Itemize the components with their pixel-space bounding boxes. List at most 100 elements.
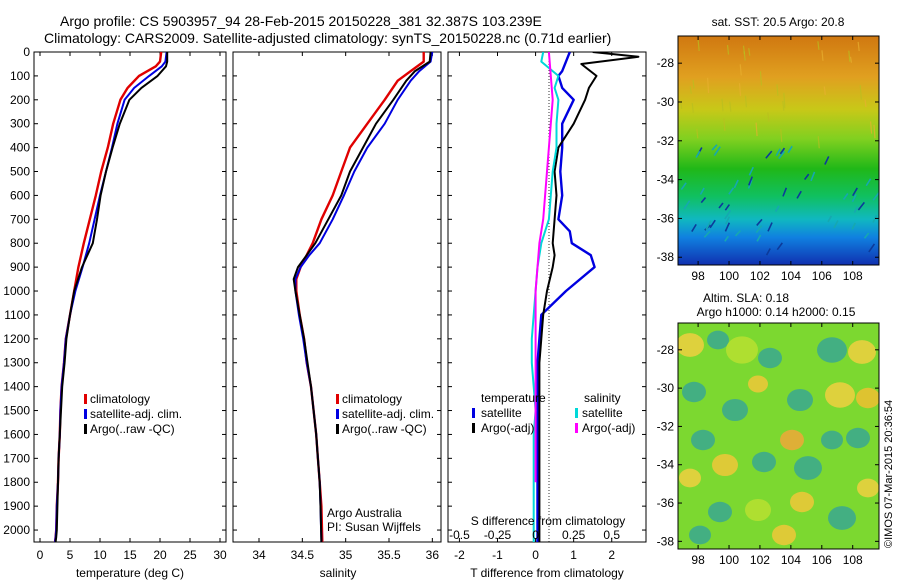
sla-blob [707,330,729,350]
legend-swatch-s-satellite [575,408,578,418]
map-y-tick-label: -38 [657,250,675,264]
legend-swatch-climatology [84,394,87,404]
x-tick-label: 15 [123,548,137,562]
depth-tick-label: 200 [10,93,30,107]
sst-streak [776,84,779,96]
sst-streak [756,218,763,226]
series-line [536,52,596,542]
legend-swatch-satellite [336,409,339,419]
salinity-axes-box [232,51,442,543]
depth-tick-label: 100 [10,69,30,83]
map-x-tick-label: 100 [719,269,739,283]
sst-streak [680,182,687,191]
temperature-ticks: 0 5 10 15 20 25 30 [37,52,227,562]
depth-tick-label: 1100 [4,308,30,322]
legend-swatch-argo [336,424,339,434]
map-y-tick-label: -32 [657,419,675,433]
series-line [292,52,432,542]
sst-streak [724,235,729,242]
sst-axes-box [677,35,880,266]
sst-streak [767,112,770,122]
sst-streak [857,41,860,52]
depth-tick-label: 900 [10,260,30,274]
x-tick-label: 0 [37,548,44,562]
header-line-1: Argo profile: CS 5903957_94 28-Feb-2015 … [60,13,542,29]
legend-swatch-satellite [84,409,87,419]
legend-swatch-argo [84,424,87,434]
difference-xlabel: T difference from climatology [470,566,624,580]
map-y-tick-label: -36 [657,496,675,510]
temperature-panel: 0100200300400500600700800900100011001200… [3,45,227,580]
sst-streak [848,50,851,62]
map-x-tick-label: 98 [691,553,705,567]
depth-tick-label: 700 [10,212,30,226]
sla-map-title: Altim. SLA: 0.18 [703,291,789,305]
salinity-xlabel: salinity [320,566,357,580]
sst-streak [729,101,732,112]
sla-blob [722,398,748,422]
sst-streak [683,200,691,210]
map-x-tick-label: 102 [750,553,770,567]
sst-streak [759,71,763,86]
sst-streak [692,79,695,89]
x-tick-label: 20 [153,548,167,562]
depth-tick-label: 1200 [3,332,30,346]
sst-streak [869,121,873,134]
temperature-legend: climatology satellite-adj. clim. Argo(..… [84,392,182,436]
map-y-tick-label: -30 [657,381,675,395]
sst-streak [796,190,802,199]
sla-blob [787,388,813,412]
sst-streak [689,86,692,94]
sla-axes-box [677,322,880,550]
sst-streak [868,243,876,253]
sla-blob [682,381,706,403]
top-tick-label: 0.5 [603,528,620,542]
sst-streak [833,220,839,229]
x-tick-label: 1 [570,548,577,562]
sst-streak [852,187,858,197]
sst-streak [827,215,833,223]
legend-label-climatology: climatology [342,392,402,406]
sla-blob [758,347,782,369]
depth-tick-label: 500 [10,165,30,179]
sst-streak [734,230,742,237]
sst-streak [863,232,870,239]
sst-streak [849,56,853,63]
sst-streak [721,98,724,112]
sst-streak [691,102,694,113]
sst-streak [725,216,731,225]
credit-text: Argo Australia [327,506,402,520]
sst-streak [824,156,830,165]
top-tick-label: 0.25 [562,528,586,542]
sst-streak [873,124,876,139]
series-line [53,52,163,542]
map-x-tick-label: 102 [750,269,770,283]
depth-tick-label: 1500 [3,404,30,418]
map-y-tick-label: -28 [657,343,675,357]
map-y-tick-label: -34 [657,458,675,472]
sst-streak [733,179,739,189]
x-tick-label: 0 [532,548,539,562]
temperature-lines [53,52,169,542]
depth-tick-label: 600 [10,188,30,202]
sla-blob [712,453,738,477]
legend-swatch-t-argo [472,423,475,433]
legend-label-argo: Argo(..raw -QC) [342,422,427,436]
imos-stamp: ©IMOS 07-Mar-2015 20:36:54 [883,400,895,548]
sla-blob [772,524,796,546]
sst-streak [697,39,700,51]
sst-streak [778,150,786,160]
legend-label-t-argo: Argo(-adj) [481,421,534,435]
x-tick-label: 35.5 [377,548,401,562]
sst-streak [696,128,699,139]
map-y-tick-label: -36 [657,211,675,225]
depth-tick-label: 1000 [3,284,30,298]
salinity-ticks: 34 34.5 35 35.5 36 [252,52,439,562]
depth-ticks: 0 100 200 300 400 500 600 700 800 900 1000 1100 1200… [3,45,226,537]
sst-streak [765,150,773,159]
sst-streak [767,222,773,232]
sla-blob [748,375,768,393]
sla-blob [689,525,711,545]
sla-blob [678,333,704,357]
